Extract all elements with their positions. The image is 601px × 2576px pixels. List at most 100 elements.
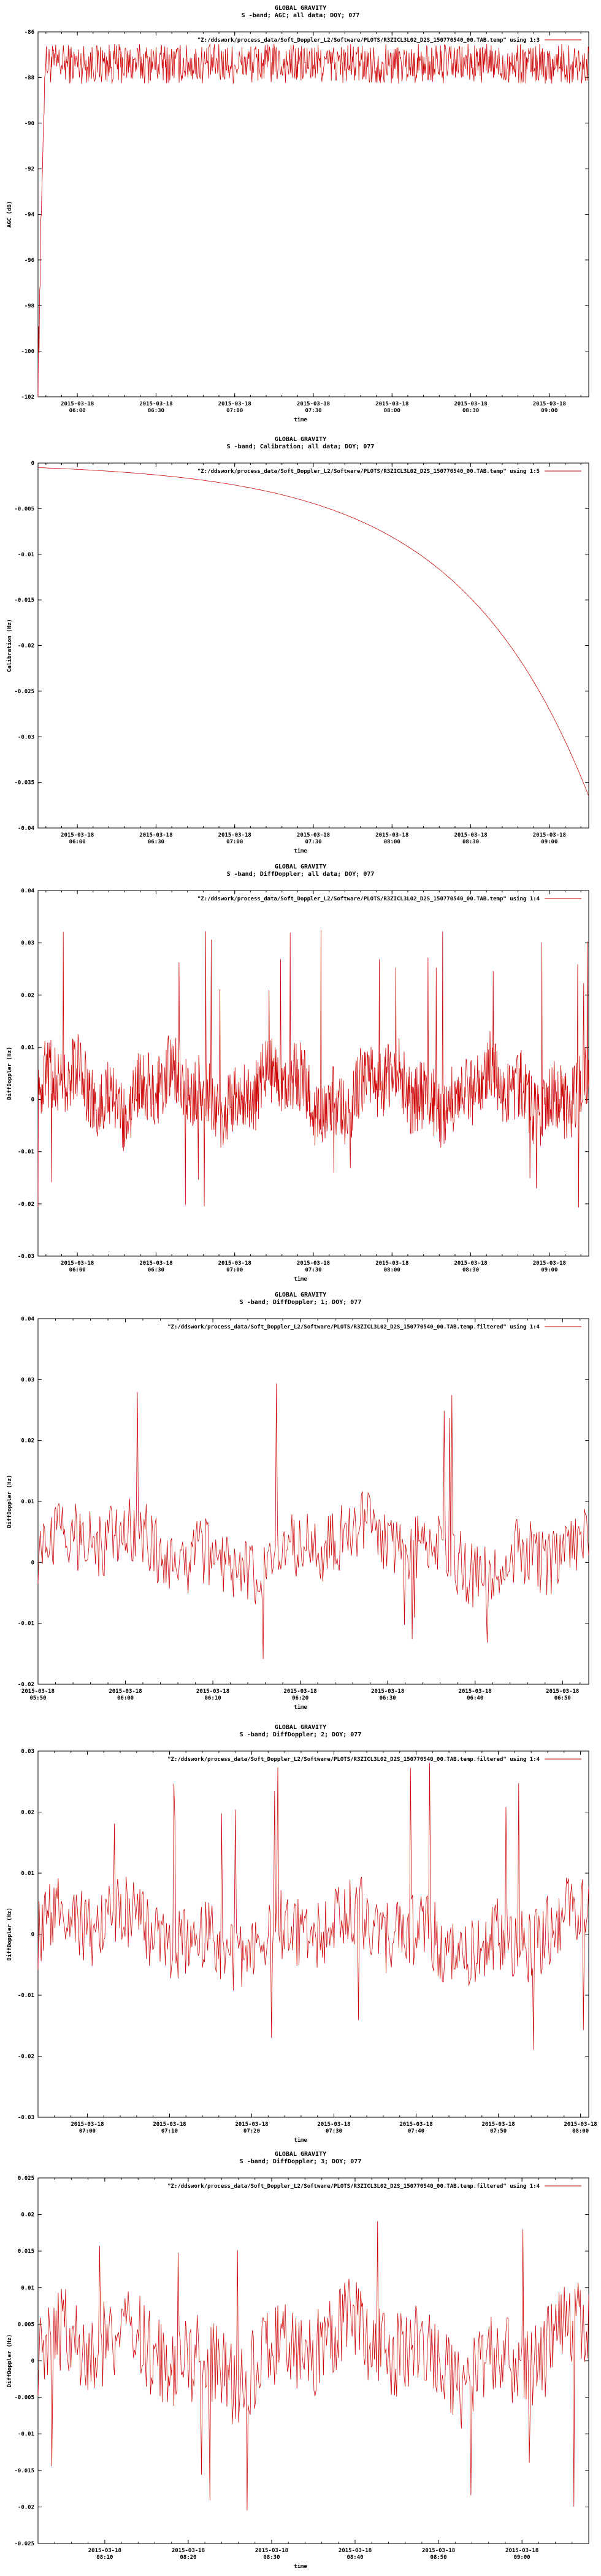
- chart-subtitle: S -band; DiffDoppler; 1; DOY; 077: [240, 1298, 362, 1306]
- y-axis-label: DiffDoppler (Hz): [6, 1047, 13, 1100]
- y-tick-label: 0.01: [21, 1499, 34, 1505]
- x-tick-time: 07:00: [226, 1267, 243, 1273]
- x-tick-time: 06:30: [148, 1267, 164, 1273]
- x-tick-time: 06:30: [380, 1695, 396, 1701]
- x-tick-time: 07:40: [408, 2128, 424, 2134]
- chart-title: GLOBAL GRAVITY: [275, 436, 326, 443]
- x-tick-date: 2015-03-18: [172, 2548, 205, 2554]
- y-tick-label: 0.02: [21, 2212, 34, 2218]
- y-tick-label: 0: [31, 1097, 34, 1103]
- series-line: [37, 1383, 589, 1660]
- x-tick-date: 2015-03-18: [454, 832, 487, 838]
- y-tick-label: 0: [31, 2358, 34, 2364]
- x-tick-date: 2015-03-18: [61, 401, 94, 407]
- x-tick-time: 07:20: [243, 2128, 260, 2134]
- x-tick-time: 08:20: [180, 2555, 196, 2561]
- x-axis-label: time: [294, 848, 307, 854]
- chart-subtitle: S -band; DiffDoppler; 2; DOY; 077: [240, 1731, 362, 1738]
- x-tick-time: 08:00: [384, 1267, 400, 1273]
- y-axis-label: DiffDoppler (Hz): [6, 2334, 13, 2388]
- x-tick-date: 2015-03-18: [371, 1689, 404, 1695]
- x-tick-date: 2015-03-18: [255, 2548, 288, 2554]
- x-tick-time: 06:00: [117, 1695, 134, 1701]
- x-tick-date: 2015-03-18: [564, 2122, 597, 2128]
- y-tick-label: -0.01: [18, 552, 34, 558]
- y-tick-label: -0.04: [18, 826, 35, 832]
- x-tick-date: 2015-03-18: [375, 401, 408, 407]
- x-tick-date: 2015-03-18: [235, 2122, 268, 2128]
- x-tick-time: 07:10: [161, 2128, 178, 2134]
- x-tick-date: 2015-03-18: [284, 1689, 317, 1695]
- x-tick-time: 09:00: [541, 1267, 557, 1273]
- legend-label: "Z:/ddswork/process_data/Soft_Doppler_L2…: [167, 2183, 540, 2190]
- x-tick-date: 2015-03-18: [139, 832, 172, 838]
- y-tick-label: -0.01: [18, 1993, 34, 1999]
- chart-subtitle: S -band; DiffDoppler; 3; DOY; 077: [240, 2158, 362, 2165]
- x-axis-label: time: [294, 416, 307, 423]
- x-axis-label: time: [294, 2137, 307, 2144]
- x-tick-date: 2015-03-18: [218, 832, 251, 838]
- x-tick-date: 2015-03-18: [317, 2122, 350, 2128]
- series-line: [37, 1763, 589, 2050]
- y-tick-label: 0.02: [21, 1438, 34, 1444]
- x-tick-time: 08:30: [263, 2555, 280, 2561]
- y-tick-label: -102: [21, 394, 34, 401]
- x-tick-date: 2015-03-18: [481, 2122, 515, 2128]
- legend-label: "Z:/ddswork/process_data/Soft_Doppler_L2…: [197, 468, 540, 475]
- plot-frame: [37, 462, 589, 829]
- y-axis-label: AGC (dB): [7, 201, 13, 228]
- y-tick-label: -0.02: [18, 2504, 34, 2510]
- x-tick-date: 2015-03-18: [505, 2548, 538, 2554]
- x-tick-date: 2015-03-18: [422, 2548, 455, 2554]
- y-tick-label: 0.005: [18, 2321, 34, 2328]
- y-tick-label: -90: [25, 121, 34, 127]
- legend-label: "Z:/ddswork/process_data/Soft_Doppler_L2…: [167, 1756, 540, 1763]
- x-tick-date: 2015-03-18: [88, 2548, 121, 2554]
- x-tick-date: 2015-03-18: [459, 1689, 492, 1695]
- x-tick-date: 2015-03-18: [109, 1689, 142, 1695]
- x-tick-time: 05:50: [29, 1695, 46, 1701]
- x-tick-date: 2015-03-18: [297, 832, 330, 838]
- y-tick-label: 0: [31, 1932, 34, 1938]
- x-tick-date: 2015-03-18: [218, 401, 251, 407]
- y-tick-label: -0.01: [18, 1149, 34, 1156]
- series-line: [37, 44, 589, 397]
- x-tick-date: 2015-03-18: [533, 401, 566, 407]
- x-tick-time: 08:30: [462, 1267, 479, 1273]
- y-tick-label: 0.02: [21, 992, 34, 999]
- x-tick-date: 2015-03-18: [546, 1689, 579, 1695]
- x-tick-date: 2015-03-18: [71, 2122, 104, 2128]
- y-tick-label: 0.03: [21, 940, 34, 946]
- x-tick-time: 06:30: [148, 408, 164, 414]
- y-tick-label: 0: [31, 461, 34, 467]
- x-tick-time: 06:00: [69, 839, 86, 845]
- x-tick-time: 08:10: [96, 2555, 113, 2561]
- y-tick-label: -0.03: [18, 1254, 34, 1260]
- y-tick-label: -0.03: [18, 734, 34, 740]
- y-tick-label: -0.025: [14, 2541, 34, 2547]
- y-tick-label: -0.02: [18, 1202, 34, 1208]
- y-axis-label: DiffDoppler (Hz): [6, 1475, 13, 1528]
- y-tick-label: -0.035: [14, 780, 34, 786]
- x-tick-date: 2015-03-18: [339, 2548, 372, 2554]
- legend-label: "Z:/ddswork/process_data/Soft_Doppler_L2…: [197, 895, 540, 902]
- y-tick-label: 0.04: [21, 888, 34, 894]
- y-tick-label: -96: [25, 258, 34, 264]
- x-tick-time: 09:00: [514, 2555, 530, 2561]
- x-tick-date: 2015-03-18: [375, 832, 408, 838]
- x-tick-time: 08:50: [431, 2555, 447, 2561]
- x-axis-label: time: [294, 1276, 307, 1282]
- y-tick-label: -94: [25, 212, 35, 218]
- x-tick-date: 2015-03-18: [297, 401, 330, 407]
- y-tick-label: 0.01: [21, 1045, 34, 1051]
- y-tick-label: 0.03: [21, 1377, 34, 1383]
- x-tick-date: 2015-03-18: [533, 832, 566, 838]
- chart-subtitle: S -band; DiffDoppler; all data; DOY; 077: [227, 870, 375, 878]
- y-tick-label: -86: [25, 29, 34, 36]
- x-tick-date: 2015-03-18: [21, 1689, 55, 1695]
- y-tick-label: 0.015: [18, 2248, 34, 2255]
